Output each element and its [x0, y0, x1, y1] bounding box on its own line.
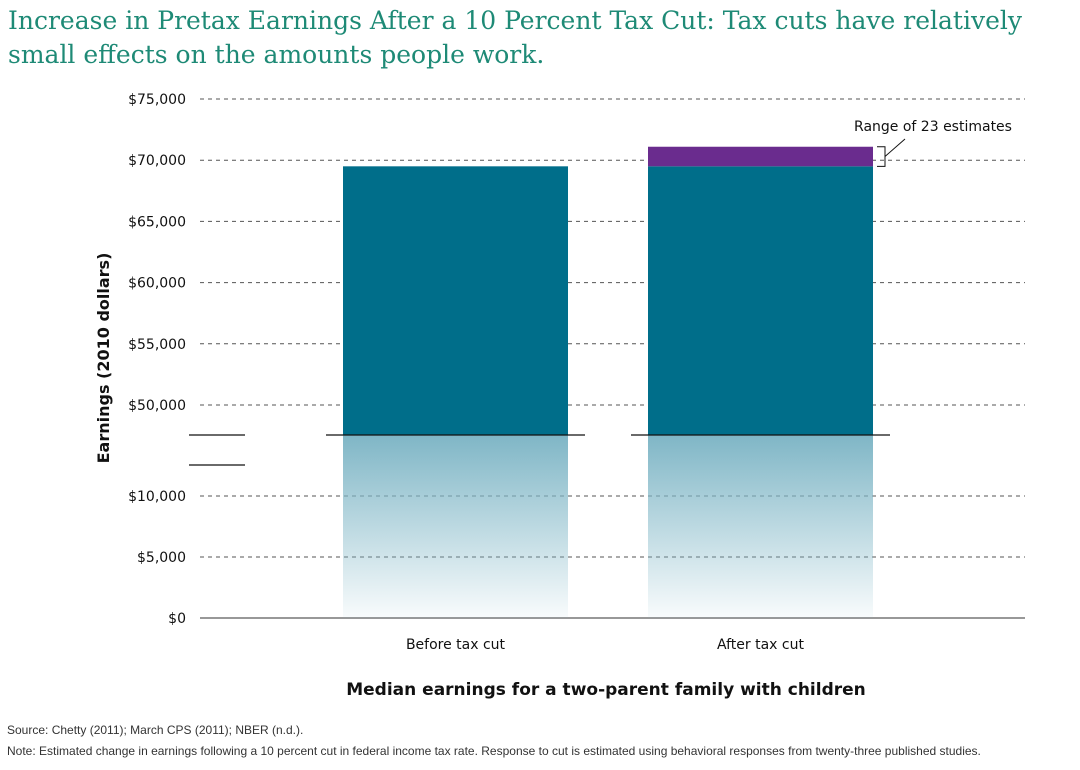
chart-area: $50,000 $55,000 $60,000 $65,000 $70,000 $75,0… [94, 92, 1025, 700]
grid-lines [200, 98, 1025, 619]
labels: Earnings (2010 dollars) Median earnings … [94, 119, 1012, 700]
x-tick-label: After tax cut [717, 637, 804, 653]
y-tick-label: $5,000 [137, 550, 186, 566]
y-tick-label: $70,000 [128, 153, 186, 169]
bars: Before tax cut After tax cut [343, 138, 906, 653]
y-tick-label: $60,000 [128, 276, 186, 292]
chart-title: Increase in Pretax Earnings After a 10 P… [8, 6, 1022, 69]
bar-before [343, 166, 568, 435]
y-tick-label: $75,000 [128, 92, 186, 108]
footnote: Note: Estimated change in earnings follo… [7, 744, 981, 758]
axis-break [189, 434, 890, 466]
bar-fade-after [648, 435, 873, 618]
x-tick-label: Before tax cut [406, 637, 506, 653]
range-annotation: Range of 23 estimates [854, 119, 1012, 135]
range-segment [648, 146, 873, 167]
y-tick-label: $65,000 [128, 214, 186, 230]
y-tick-label: $10,000 [128, 489, 186, 505]
y-tick-label: $55,000 [128, 337, 186, 353]
range-bracket [877, 146, 886, 167]
annotation-leader [884, 138, 906, 157]
x-axis-label: Median earnings for a two-parent family … [346, 680, 866, 700]
source-note: Source: Chetty (2011); March CPS (2011);… [7, 723, 304, 737]
bar-after [648, 166, 873, 435]
y-tick-label: $50,000 [128, 398, 186, 414]
y-axis-label: Earnings (2010 dollars) [94, 253, 113, 464]
y-tick-label: $0 [168, 611, 186, 627]
bar-fade-before [343, 435, 568, 618]
y-axis-ticks: $50,000 $55,000 $60,000 $65,000 $70,000 $75,0… [128, 92, 186, 627]
